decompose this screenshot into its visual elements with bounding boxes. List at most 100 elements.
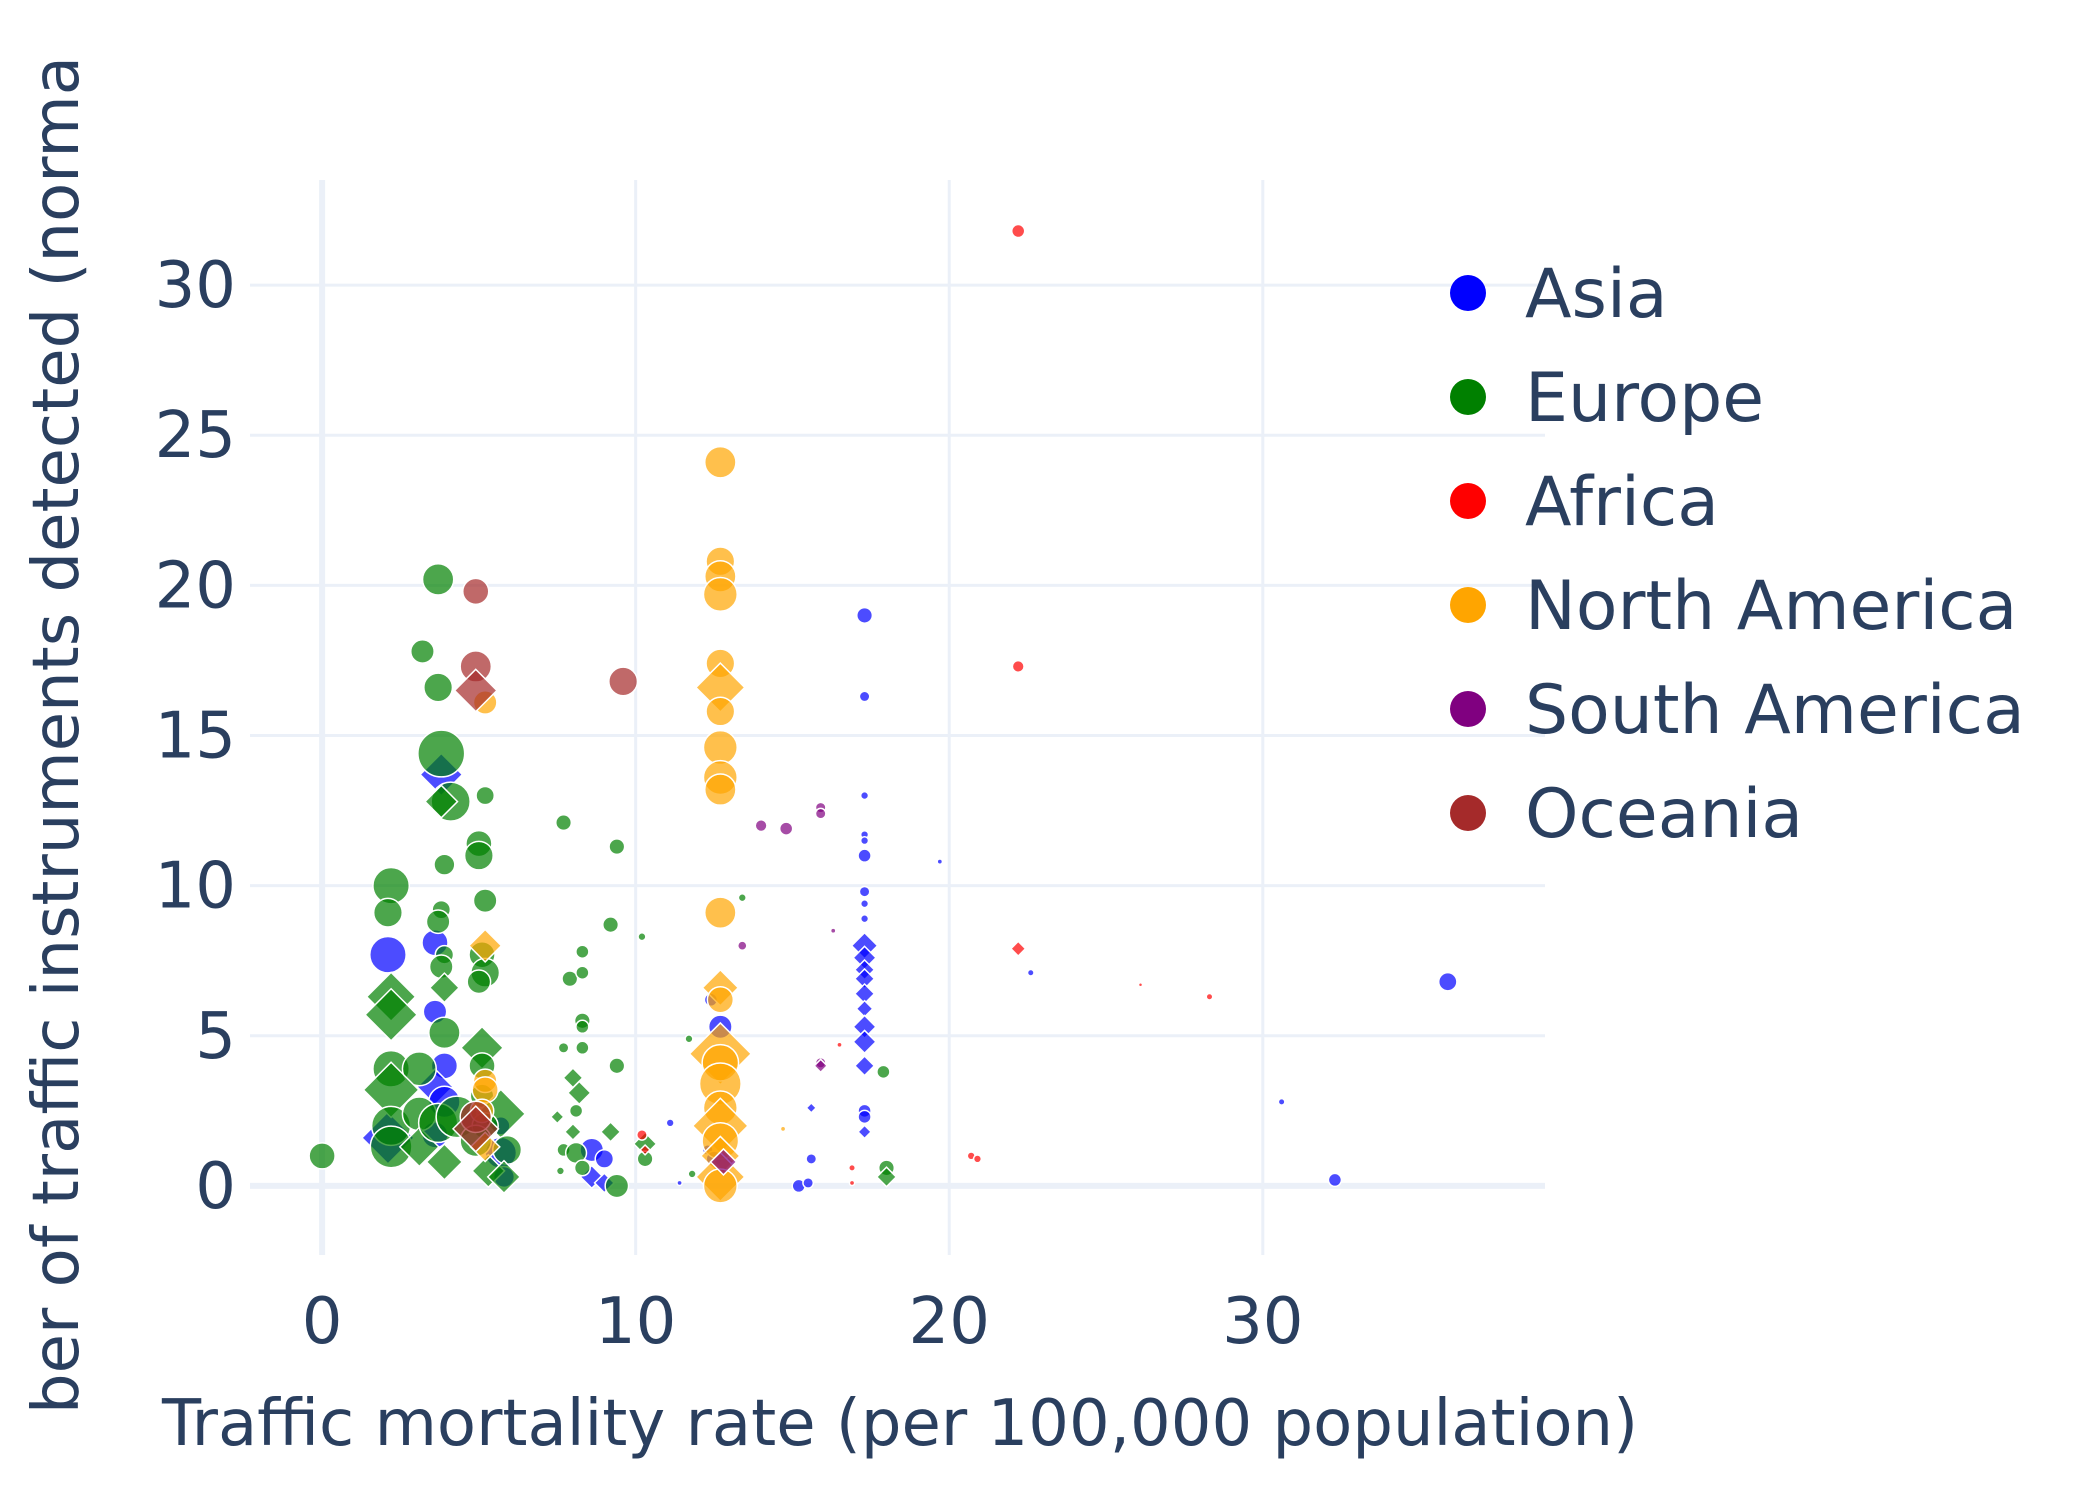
legend-label: South America: [1525, 671, 2025, 750]
data-point-europe: [401, 1051, 437, 1087]
data-point-asia: [936, 858, 944, 865]
data-point-europe: [876, 1064, 891, 1080]
data-point-asia: [802, 1176, 815, 1189]
data-point-north-america: [779, 1125, 787, 1133]
data-point-europe: [425, 1142, 464, 1181]
data-point-north-america: [703, 773, 737, 806]
data-point-asia: [857, 1109, 872, 1125]
data-point-asia: [1437, 971, 1458, 992]
data-point-africa: [1137, 981, 1144, 988]
data-point-europe: [557, 1041, 570, 1054]
data-point-asia: [805, 1101, 818, 1114]
data-point-europe: [475, 785, 496, 806]
data-point-asia: [859, 899, 870, 909]
data-point-europe: [423, 784, 459, 819]
data-point-south-america: [736, 940, 748, 952]
data-point-north-america: [703, 445, 737, 479]
data-point-europe: [566, 1080, 592, 1106]
data-point-europe: [308, 1142, 336, 1170]
data-point-europe: [568, 1103, 584, 1119]
data-point-europe: [423, 672, 454, 703]
data-point-oceania: [462, 577, 490, 606]
data-point-asia: [665, 1118, 675, 1128]
data-point-oceania: [453, 668, 498, 713]
data-point-asia: [1277, 1097, 1286, 1106]
data-point-europe: [425, 909, 451, 935]
data-point-europe: [573, 1159, 591, 1177]
data-point-north-america: [703, 896, 737, 930]
data-point-africa: [1010, 223, 1026, 239]
y-tick-label: 0: [195, 1150, 236, 1224]
x-tick-label: 10: [595, 1285, 676, 1359]
legend-item-africa[interactable]: Africa: [1450, 463, 1719, 542]
data-point-africa: [1205, 992, 1214, 1001]
legend-label: Oceania: [1525, 775, 1803, 854]
y-tick-label: 15: [155, 700, 236, 774]
data-point-south-america: [778, 821, 794, 836]
legend-marker: [1450, 483, 1486, 519]
data-point-europe: [428, 1016, 461, 1050]
data-point-south-america: [813, 1058, 829, 1074]
y-tick-label: 10: [155, 850, 236, 924]
data-point-asia: [857, 1124, 873, 1140]
data-point-europe: [410, 638, 435, 664]
data-point-asia: [1327, 1172, 1343, 1188]
data-point-north-america: [702, 576, 738, 613]
data-point-europe: [433, 853, 456, 876]
y-tick-label: 20: [155, 549, 236, 623]
data-point-europe: [428, 954, 454, 980]
x-axis-title: Traffic mortality rate (per 100,000 popu…: [161, 1387, 1638, 1461]
data-point-europe: [608, 1057, 626, 1075]
data-point-europe: [555, 814, 573, 832]
legend-item-oceania[interactable]: Oceania: [1450, 775, 1803, 854]
data-point-south-america: [709, 1147, 738, 1176]
data-point-asia: [1026, 968, 1035, 977]
data-point-africa: [836, 1041, 843, 1049]
data-point-oceania: [451, 1105, 500, 1153]
data-point-europe: [372, 897, 404, 928]
data-point-europe: [684, 1034, 694, 1044]
legend-item-north-america[interactable]: North America: [1450, 567, 2017, 646]
data-point-asia: [852, 1029, 878, 1055]
data-point-europe: [637, 932, 647, 942]
data-point-europe: [687, 1169, 697, 1179]
data-point-europe: [472, 888, 498, 914]
y-tick-label: 5: [195, 1000, 236, 1074]
data-point-europe: [549, 1109, 565, 1125]
data-point-asia: [856, 606, 874, 624]
legend-label: North America: [1525, 567, 2017, 646]
x-tick-label: 30: [1222, 1285, 1303, 1359]
data-point-europe: [602, 916, 620, 934]
data-point-asia: [805, 1152, 818, 1165]
data-point-europe: [486, 1159, 522, 1195]
data-point-asia: [857, 848, 872, 863]
legend-item-europe[interactable]: Europe: [1450, 359, 1764, 438]
data-point-europe: [466, 969, 492, 995]
x-tick-label: 0: [302, 1285, 343, 1359]
data-point-asia: [676, 1179, 683, 1187]
data-point-asia: [859, 790, 870, 801]
data-point-africa: [639, 1143, 652, 1156]
data-point-south-america: [829, 927, 837, 935]
data-point-africa: [848, 1163, 857, 1172]
data-point-europe: [428, 972, 461, 1004]
data-point-europe: [575, 965, 590, 980]
data-point-north-america: [706, 986, 735, 1014]
legend-item-asia[interactable]: Asia: [1450, 255, 1668, 334]
legend-item-south-america[interactable]: South America: [1450, 671, 2025, 750]
data-point-europe: [575, 1019, 590, 1035]
data-point-asia: [369, 935, 407, 974]
x-axis-ticks: 0 10 20 30: [302, 1285, 1304, 1359]
data-point-africa: [635, 1128, 648, 1141]
legend-label: Africa: [1525, 463, 1719, 542]
data-point-europe: [604, 1173, 630, 1199]
data-point-africa: [1009, 940, 1027, 958]
data-point-europe: [575, 1040, 590, 1056]
legend-marker: [1450, 379, 1486, 415]
legend-marker: [1450, 691, 1486, 727]
data-point-europe: [599, 1121, 622, 1143]
y-tick-label: 30: [155, 249, 236, 323]
data-point-europe: [561, 970, 579, 988]
y-axis-ticks: 0 5 10 15 20 25 30: [155, 249, 236, 1224]
